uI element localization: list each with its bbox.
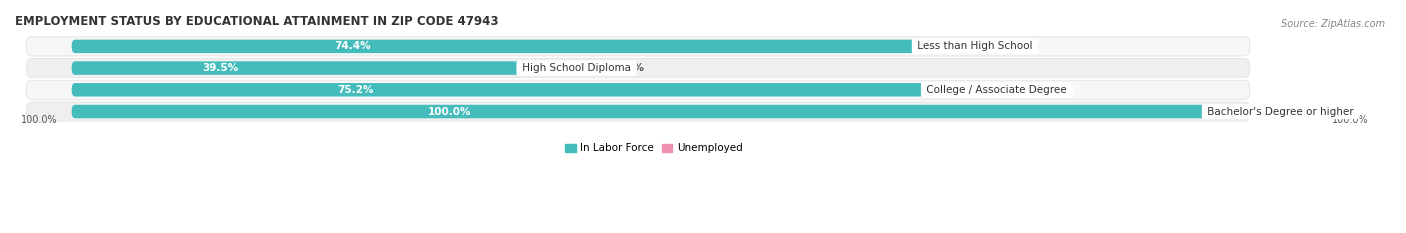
Text: EMPLOYMENT STATUS BY EDUCATIONAL ATTAINMENT IN ZIP CODE 47943: EMPLOYMENT STATUS BY EDUCATIONAL ATTAINM… bbox=[15, 15, 499, 28]
FancyBboxPatch shape bbox=[1205, 105, 1295, 118]
Text: 75.2%: 75.2% bbox=[337, 85, 374, 95]
FancyBboxPatch shape bbox=[27, 80, 1250, 99]
Text: 100.0%: 100.0% bbox=[427, 106, 471, 116]
FancyBboxPatch shape bbox=[72, 40, 914, 53]
Legend: In Labor Force, Unemployed: In Labor Force, Unemployed bbox=[561, 139, 747, 158]
Text: 39.5%: 39.5% bbox=[202, 63, 239, 73]
Text: Bachelor's Degree or higher: Bachelor's Degree or higher bbox=[1205, 106, 1357, 116]
FancyBboxPatch shape bbox=[72, 61, 519, 75]
Text: 0.0%: 0.0% bbox=[1019, 85, 1049, 95]
Text: Less than High School: Less than High School bbox=[914, 41, 1036, 51]
FancyBboxPatch shape bbox=[519, 61, 610, 75]
Text: 100.0%: 100.0% bbox=[21, 115, 58, 125]
Text: Source: ZipAtlas.com: Source: ZipAtlas.com bbox=[1281, 19, 1385, 29]
FancyBboxPatch shape bbox=[72, 105, 1205, 118]
FancyBboxPatch shape bbox=[27, 37, 1250, 56]
Text: 100.0%: 100.0% bbox=[1331, 115, 1368, 125]
Text: 0.0%: 0.0% bbox=[616, 63, 644, 73]
Text: 74.4%: 74.4% bbox=[335, 41, 371, 51]
FancyBboxPatch shape bbox=[924, 83, 1014, 96]
FancyBboxPatch shape bbox=[27, 58, 1250, 78]
FancyBboxPatch shape bbox=[27, 102, 1250, 121]
Text: High School Diploma: High School Diploma bbox=[519, 63, 634, 73]
Text: College / Associate Degree: College / Associate Degree bbox=[924, 85, 1070, 95]
Text: 0.0%: 0.0% bbox=[1301, 106, 1330, 116]
FancyBboxPatch shape bbox=[914, 40, 1005, 53]
Text: 0.0%: 0.0% bbox=[1011, 41, 1039, 51]
FancyBboxPatch shape bbox=[72, 83, 924, 96]
